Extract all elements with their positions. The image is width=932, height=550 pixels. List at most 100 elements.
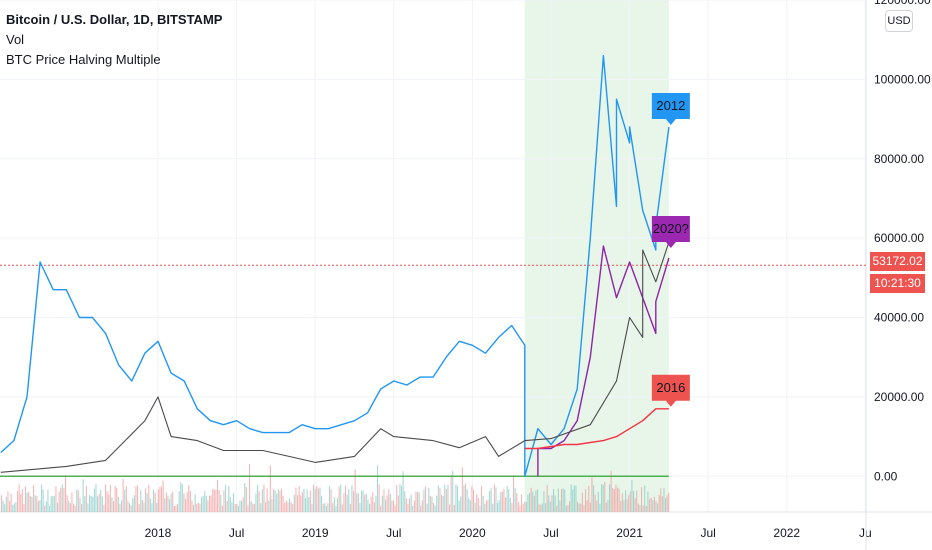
volume-bar bbox=[276, 493, 278, 512]
volume-bar bbox=[185, 499, 187, 512]
volume-bar bbox=[637, 503, 639, 512]
y-tick-label: 120000.00 bbox=[874, 0, 931, 7]
last-price-tag: 53172.02 bbox=[870, 252, 925, 271]
volume-bar bbox=[10, 493, 12, 512]
volume-bar bbox=[418, 492, 420, 512]
volume-bar bbox=[148, 484, 150, 512]
volume-bar bbox=[321, 495, 323, 512]
volume-bar bbox=[463, 485, 465, 512]
volume-bar bbox=[369, 503, 371, 512]
volume-bar bbox=[657, 503, 659, 512]
volume-bar bbox=[610, 470, 612, 512]
volume-bars bbox=[1, 464, 670, 512]
volume-bar bbox=[468, 498, 470, 512]
volume-bar bbox=[466, 489, 468, 512]
volume-bar bbox=[92, 496, 94, 512]
volume-bar bbox=[124, 489, 126, 512]
volume-bar bbox=[81, 504, 83, 512]
volume-bar bbox=[493, 484, 495, 512]
volume-bar bbox=[509, 497, 511, 512]
volume-bar bbox=[447, 484, 449, 512]
currency-button[interactable]: USD bbox=[885, 10, 913, 32]
volume-bar bbox=[215, 489, 217, 512]
volume-bar bbox=[516, 493, 518, 512]
volume-bar bbox=[425, 486, 427, 512]
volume-bar bbox=[385, 499, 387, 512]
volume-bar bbox=[289, 498, 291, 512]
volume-bar bbox=[132, 498, 134, 512]
volume-bar bbox=[37, 500, 39, 512]
volume-bar bbox=[476, 493, 478, 512]
y-tick-label: 60000.00 bbox=[874, 231, 924, 245]
volume-bar bbox=[559, 500, 561, 512]
volume-bar bbox=[266, 488, 268, 512]
volume-bar bbox=[631, 480, 633, 512]
volume-bar bbox=[15, 501, 17, 512]
volume-bar bbox=[316, 485, 318, 512]
volume-bar bbox=[237, 505, 239, 512]
volume-bar bbox=[661, 496, 663, 512]
volume-bar bbox=[257, 485, 259, 512]
volume-bar bbox=[572, 489, 574, 512]
volume-bar bbox=[457, 486, 459, 512]
volume-bar bbox=[402, 471, 404, 512]
volume-bar bbox=[505, 497, 507, 512]
volume-bar bbox=[593, 485, 595, 512]
volume-bar bbox=[295, 487, 297, 512]
volume-bar bbox=[114, 486, 116, 512]
volume-bar bbox=[378, 484, 380, 512]
x-tick-label: 2021 bbox=[616, 526, 643, 540]
volume-bar bbox=[25, 486, 27, 512]
volume-bar bbox=[2, 500, 4, 512]
volume-bar bbox=[13, 503, 15, 512]
volume-bar bbox=[193, 504, 195, 512]
x-tick-label: Jul bbox=[229, 526, 244, 540]
volume-bar bbox=[503, 488, 505, 512]
volume-bar bbox=[247, 505, 249, 512]
volume-bar bbox=[455, 484, 457, 512]
volume-bar bbox=[645, 505, 647, 512]
volume-bar bbox=[668, 492, 670, 512]
volume-bar bbox=[121, 500, 123, 512]
volume-bar bbox=[189, 491, 191, 512]
volume-bar bbox=[180, 482, 182, 512]
volume-bar bbox=[97, 496, 99, 512]
volume-bar bbox=[396, 484, 398, 512]
volume-bar bbox=[629, 491, 631, 512]
volume-bar bbox=[79, 498, 81, 512]
volume-bar bbox=[469, 500, 471, 512]
volume-bar bbox=[140, 490, 142, 512]
volume-bar bbox=[359, 502, 361, 512]
volume-bar bbox=[290, 502, 292, 512]
volume-bar bbox=[618, 488, 620, 512]
volume-bar bbox=[65, 475, 67, 512]
volume-bar bbox=[562, 488, 564, 512]
volume-bar bbox=[52, 495, 54, 512]
volume-bar bbox=[4, 504, 6, 512]
volume-bar bbox=[308, 497, 310, 512]
volume-bar bbox=[397, 495, 399, 512]
volume-bar bbox=[497, 502, 499, 512]
volume-bar bbox=[482, 495, 484, 512]
volume-bar bbox=[625, 490, 627, 512]
volume-bar bbox=[613, 489, 615, 512]
volume-bar bbox=[453, 504, 455, 512]
y-tick-label: 100000.00 bbox=[874, 72, 931, 86]
volume-bar bbox=[530, 487, 532, 512]
volume-bar bbox=[620, 501, 622, 512]
volume-bar bbox=[172, 491, 174, 512]
volume-bar bbox=[578, 503, 580, 512]
indicator-halving-label[interactable]: BTC Price Halving Multiple bbox=[6, 52, 161, 67]
volume-bar bbox=[34, 495, 36, 512]
volume-bar bbox=[258, 491, 260, 512]
volume-bar bbox=[361, 490, 363, 512]
volume-bar bbox=[556, 505, 558, 512]
x-tick-label: 2020 bbox=[459, 526, 486, 540]
indicator-vol-label[interactable]: Vol bbox=[6, 32, 25, 47]
volume-bar bbox=[293, 494, 295, 512]
x-tick-label: 2018 bbox=[145, 526, 172, 540]
x-tick-label: 2019 bbox=[302, 526, 329, 540]
volume-bar bbox=[236, 504, 238, 512]
callout-2016: 2016 bbox=[651, 374, 690, 407]
